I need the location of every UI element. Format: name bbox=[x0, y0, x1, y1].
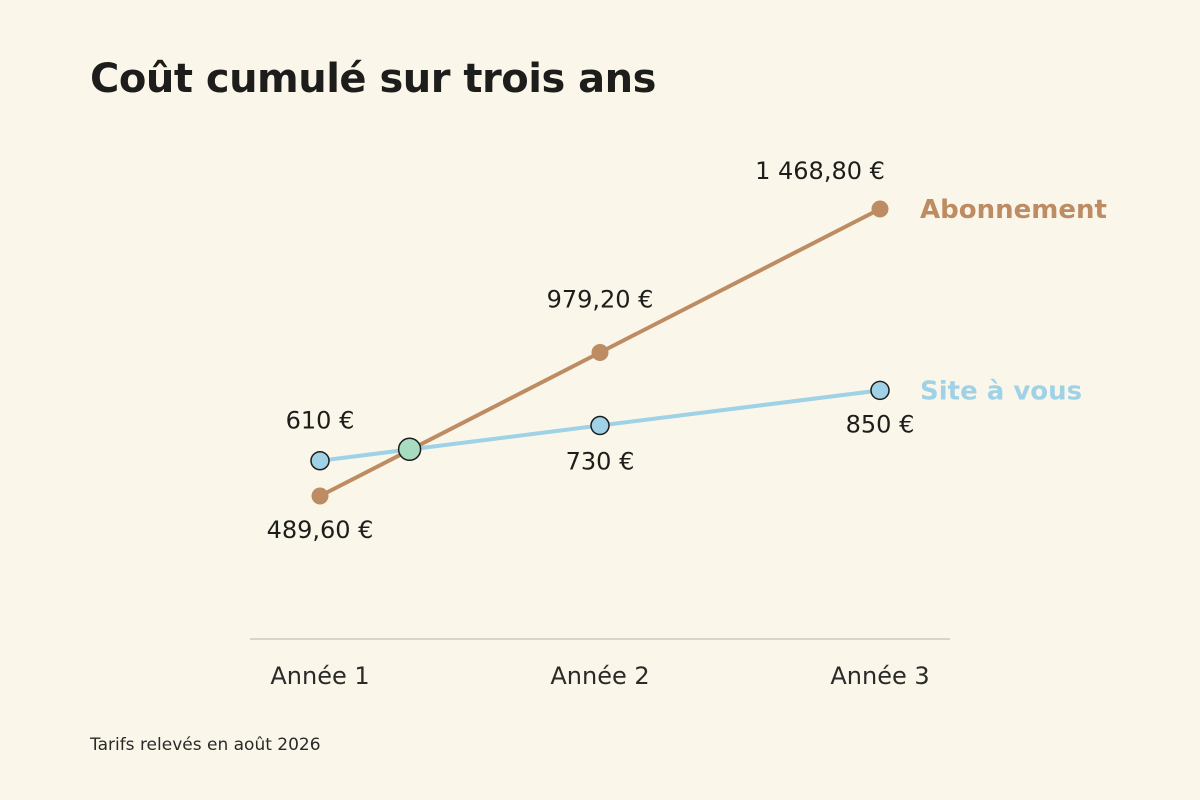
x-tick-label: Année 3 bbox=[830, 662, 929, 690]
x-tick-label: Année 1 bbox=[270, 662, 369, 690]
data-labels: 489,60 € 979,20 € 1 468,80 € Abonnement 610 … bbox=[267, 157, 1107, 544]
data-point bbox=[870, 380, 890, 401]
data-label: 979,20 € bbox=[547, 286, 654, 314]
x-axis-ticks: Année 1 Année 2 Année 3 bbox=[270, 662, 929, 690]
data-label: 850 € bbox=[846, 410, 915, 438]
data-label: 730 € bbox=[566, 448, 635, 476]
data-point bbox=[311, 487, 329, 505]
series-name-label: Site à vous bbox=[920, 376, 1082, 406]
data-label: 610 € bbox=[286, 407, 355, 435]
intersection-point bbox=[397, 437, 422, 462]
data-label: 489,60 € bbox=[267, 516, 374, 544]
footnote: Tarifs relevés en août 2026 bbox=[90, 735, 321, 755]
series-name-label: Abonnement bbox=[920, 195, 1107, 225]
data-point bbox=[590, 415, 610, 436]
data-point bbox=[591, 344, 609, 361]
data-point bbox=[871, 200, 889, 218]
chart-title: Coût cumulé sur trois ans bbox=[90, 56, 656, 102]
data-point bbox=[310, 450, 330, 471]
x-tick-label: Année 2 bbox=[550, 662, 649, 690]
series-points bbox=[310, 200, 890, 505]
data-label: 1 468,80 € bbox=[755, 157, 885, 185]
